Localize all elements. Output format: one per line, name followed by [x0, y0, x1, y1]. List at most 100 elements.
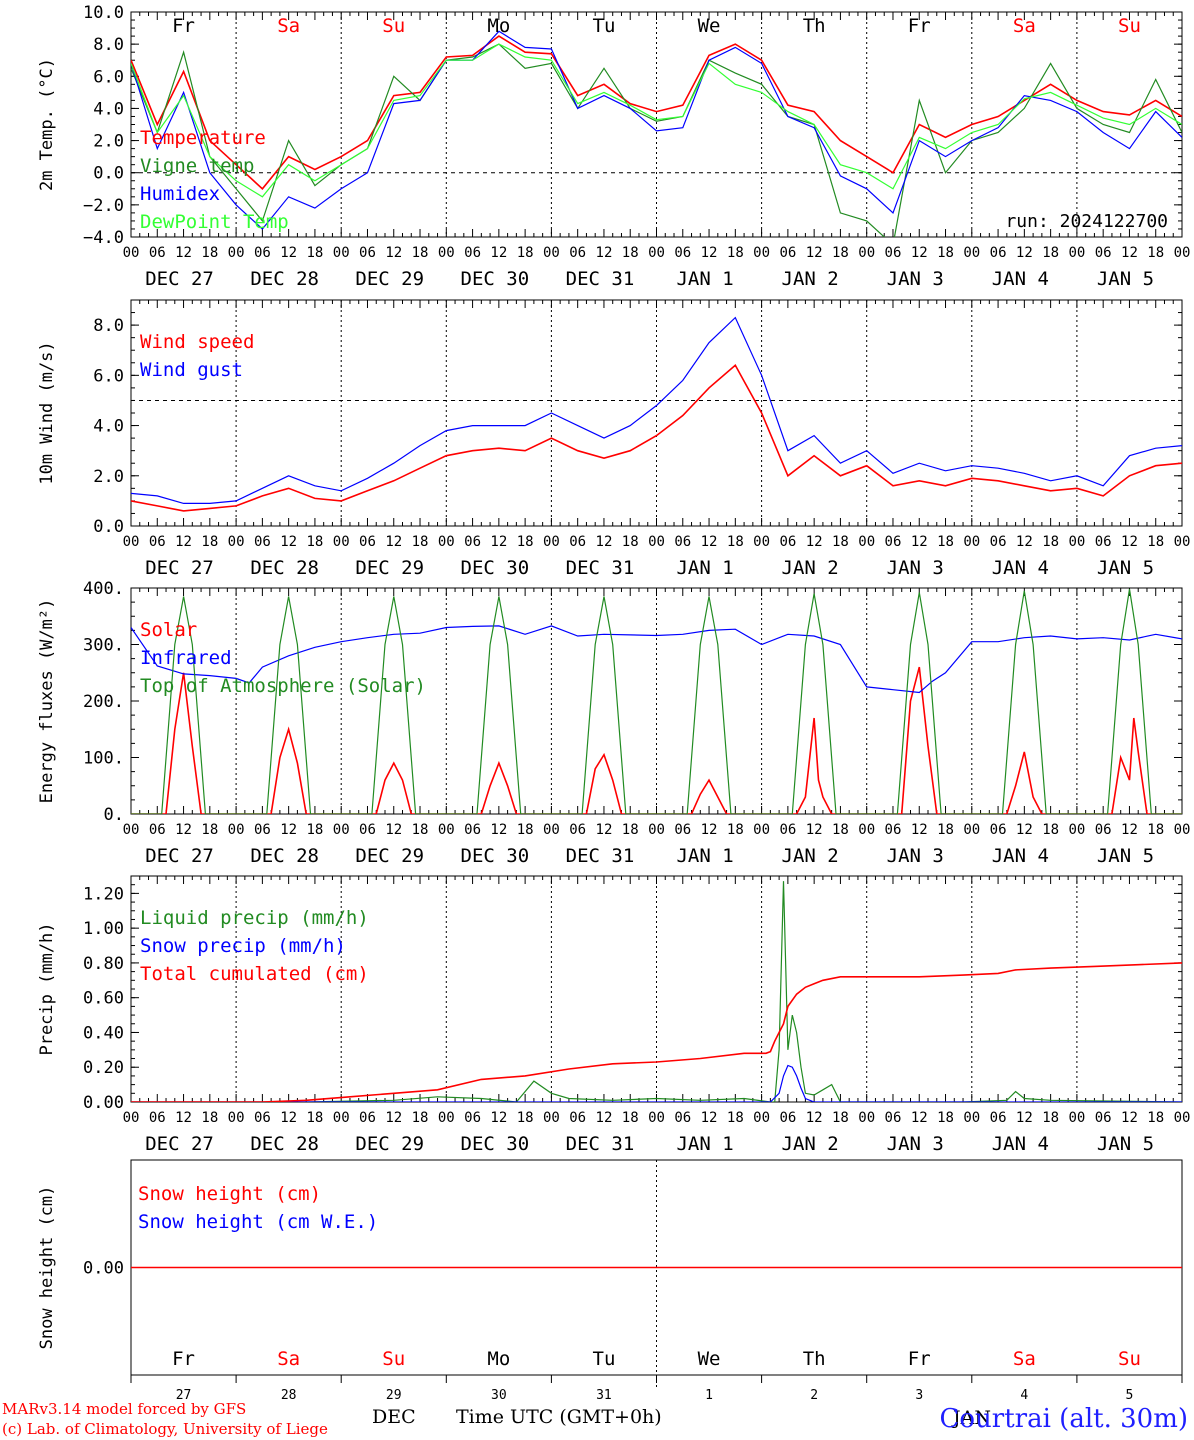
day-number: 29 [386, 1388, 402, 1403]
day-number: 2 [810, 1388, 818, 1403]
hour-tick-label: 12 [596, 1110, 613, 1126]
day-number: 28 [281, 1388, 297, 1403]
hour-tick-label: 18 [727, 822, 744, 838]
hour-tick-label: 06 [569, 1110, 586, 1126]
series-line-temperature-0 [131, 35, 1182, 190]
legend-entry: Top of Atmosphere (Solar) [140, 675, 426, 697]
day-label: DEC 27 [145, 268, 214, 290]
hour-tick-label: 12 [596, 822, 613, 838]
hour-tick-label: 18 [937, 534, 954, 550]
day-label: DEC 28 [250, 557, 319, 579]
y-tick-label: 0.0 [93, 517, 124, 537]
hour-tick-label: 12 [701, 1110, 718, 1126]
hour-tick-label: 00 [438, 1110, 455, 1126]
hour-tick-label: 18 [201, 822, 218, 838]
weekday-label: Su [382, 15, 405, 37]
hour-tick-label: 00 [1068, 1110, 1085, 1126]
hour-tick-label: 18 [727, 534, 744, 550]
day-label: DEC 31 [566, 268, 635, 290]
hour-tick-label: 06 [1095, 1110, 1112, 1126]
hour-tick-label: 00 [333, 245, 350, 261]
hour-tick-label: 18 [832, 1110, 849, 1126]
hour-tick-label: 18 [1147, 534, 1164, 550]
hour-tick-label: 18 [201, 534, 218, 550]
hour-tick-label: 12 [280, 534, 297, 550]
day-label: JAN 3 [887, 1133, 944, 1155]
hour-tick-label: 12 [385, 822, 402, 838]
hour-tick-label: 12 [1121, 245, 1138, 261]
legend-entry: Snow height (cm W.E.) [138, 1211, 378, 1233]
hour-tick-label: 18 [412, 534, 429, 550]
panel-energy: 400. 300. 200. 100. 0. Energy fluxes (W/m²) So… [37, 579, 1190, 867]
hour-tick-label: 00 [963, 1110, 980, 1126]
hour-tick-label: 12 [1016, 1110, 1033, 1126]
series-line-temperature-1 [131, 43, 1182, 237]
weekday-label: Sa [1013, 15, 1036, 37]
y-axis-title: 10m Wind (m/s) [37, 341, 57, 484]
hour-tick-label: 00 [543, 822, 560, 838]
weekday-label: Sa [1013, 1348, 1036, 1370]
hour-tick-label: 12 [175, 822, 192, 838]
hour-tick-label: 18 [622, 822, 639, 838]
y-tick-label: −2.0 [83, 196, 124, 216]
hour-tick-label: 00 [858, 534, 875, 550]
day-label: DEC 27 [145, 557, 214, 579]
series-line-wind-1 [131, 316, 1182, 504]
weekday-label: Su [1118, 15, 1141, 37]
hour-tick-label: 00 [648, 245, 665, 261]
hour-tick-label: 00 [438, 245, 455, 261]
hour-tick-label: 06 [149, 534, 166, 550]
hour-tick-label: 06 [569, 822, 586, 838]
day-label: DEC 27 [145, 1133, 214, 1155]
hour-tick-label: 12 [806, 822, 823, 838]
legend-entry: Vigne temp [140, 155, 254, 177]
day-label: JAN 4 [992, 845, 1049, 867]
legend-entry: Liquid precip (mm/h) [140, 907, 369, 929]
hour-tick-label: 06 [885, 245, 902, 261]
hour-tick-label: 18 [937, 1110, 954, 1126]
hour-tick-label: 12 [701, 534, 718, 550]
hour-tick-label: 18 [1147, 245, 1164, 261]
y-tick-label: 2.0 [93, 467, 124, 487]
model-credit: MARv3.14 model forced by GFS [2, 1400, 247, 1418]
hour-tick-label: 00 [648, 1110, 665, 1126]
hour-tick-label: 18 [306, 822, 323, 838]
hour-tick-label: 00 [123, 1110, 140, 1126]
hour-tick-label: 00 [543, 1110, 560, 1126]
day-label: DEC 30 [461, 845, 530, 867]
day-label: DEC 29 [355, 1133, 424, 1155]
hour-tick-label: 18 [201, 1110, 218, 1126]
hour-tick-label: 00 [1174, 245, 1191, 261]
weekday-label: We [698, 1348, 721, 1370]
series-line-precip-2 [131, 962, 1182, 1102]
weekday-label: We [698, 15, 721, 37]
hour-tick-label: 18 [727, 245, 744, 261]
hour-tick-label: 12 [1121, 822, 1138, 838]
hour-tick-label: 12 [280, 822, 297, 838]
hour-tick-label: 06 [464, 1110, 481, 1126]
hour-tick-label: 06 [254, 822, 271, 838]
y-tick-label: 0.80 [83, 954, 124, 974]
hour-tick-label: 00 [438, 822, 455, 838]
day-label: JAN 2 [782, 268, 839, 290]
day-label: DEC 31 [566, 557, 635, 579]
hour-tick-label: 18 [1147, 822, 1164, 838]
day-label: JAN 4 [992, 1133, 1049, 1155]
hour-tick-label: 18 [1042, 1110, 1059, 1126]
hour-tick-label: 12 [596, 245, 613, 261]
hour-tick-label: 06 [674, 822, 691, 838]
hour-tick-label: 00 [858, 1110, 875, 1126]
hour-tick-label: 12 [701, 245, 718, 261]
hour-tick-label: 06 [569, 534, 586, 550]
hour-tick-label: 12 [175, 1110, 192, 1126]
hour-tick-label: 12 [1016, 822, 1033, 838]
hour-tick-label: 18 [832, 822, 849, 838]
day-label: DEC 27 [145, 845, 214, 867]
day-number: 4 [1020, 1388, 1028, 1403]
hour-tick-label: 06 [990, 822, 1007, 838]
hour-tick-label: 18 [306, 1110, 323, 1126]
hour-tick-label: 12 [1121, 534, 1138, 550]
y-tick-label: 1.00 [83, 919, 124, 939]
hour-tick-label: 00 [333, 534, 350, 550]
